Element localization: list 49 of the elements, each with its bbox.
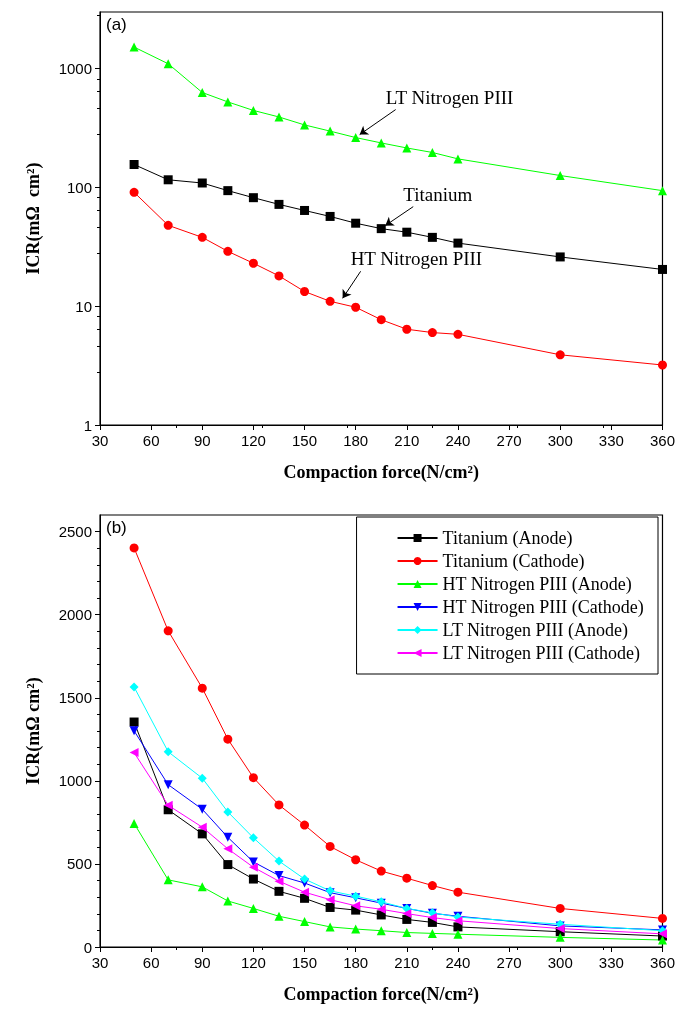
x-tick-label: 150	[292, 432, 318, 449]
x-tick-label: 270	[496, 954, 522, 971]
annotation: Titanium	[403, 183, 473, 205]
x-tick-label: 210	[394, 432, 420, 449]
x-tick-label: 360	[649, 954, 675, 971]
x-tick-label: 330	[598, 954, 624, 971]
x-tick-label: 90	[193, 432, 211, 449]
x-tick-label: 120	[240, 432, 266, 449]
x-axis-title: Compaction force(N/cm²)	[283, 984, 479, 1005]
annotation: (b)	[106, 518, 127, 537]
x-tick-label: 300	[547, 432, 573, 449]
x-tick-label: 180	[343, 954, 369, 971]
legend-label: Titanium (Cathode)	[442, 551, 585, 572]
annotation: LT Nitrogen PIII	[385, 86, 514, 108]
y-tick-label: 1500	[58, 689, 92, 707]
x-tick-label: 300	[547, 954, 573, 971]
x-tick-label: 30	[91, 432, 109, 449]
y-axis-title: ICR(mΩ cm²)	[23, 162, 44, 275]
y-tick-label: 1	[83, 416, 92, 434]
x-tick-label: 180	[343, 432, 369, 449]
y-tick-label: 100	[66, 178, 92, 196]
x-tick-label: 60	[142, 432, 160, 449]
y-tick-label: 10	[75, 297, 92, 315]
legend-label: LT Nitrogen PIII (Anode)	[442, 620, 629, 641]
x-tick-label: 240	[445, 432, 471, 449]
annotation: HT Nitrogen PIII	[350, 248, 483, 270]
x-tick-label: 120	[240, 954, 266, 971]
x-tick-label: 360	[649, 432, 675, 449]
x-tick-label: 60	[142, 954, 160, 971]
annotation: (a)	[106, 15, 127, 34]
legend-label: Titanium (Anode)	[442, 528, 573, 549]
legend-label: HT Nitrogen PIII (Cathode)	[442, 597, 644, 618]
x-tick-label: 270	[496, 432, 522, 449]
y-tick-label: 1000	[58, 772, 92, 790]
x-tick-label: 90	[193, 954, 211, 971]
x-tick-label: 210	[394, 954, 420, 971]
legend-label: LT Nitrogen PIII (Cathode)	[442, 643, 641, 664]
y-axis-title: ICR(mΩ cm²)	[23, 677, 44, 785]
y-tick-label: 1000	[58, 60, 92, 78]
x-axis-title: Compaction force(N/cm²)	[283, 462, 479, 483]
x-tick-label: 240	[445, 954, 471, 971]
y-tick-label: 500	[66, 855, 92, 873]
y-tick-label: 2000	[58, 606, 92, 624]
y-tick-label: 2500	[58, 523, 92, 541]
legend-label: HT Nitrogen PIII (Anode)	[442, 574, 632, 595]
x-tick-label: 150	[292, 954, 318, 971]
x-tick-label: 330	[598, 432, 624, 449]
y-tick-label: 0	[83, 938, 92, 956]
x-tick-label: 30	[91, 954, 109, 971]
